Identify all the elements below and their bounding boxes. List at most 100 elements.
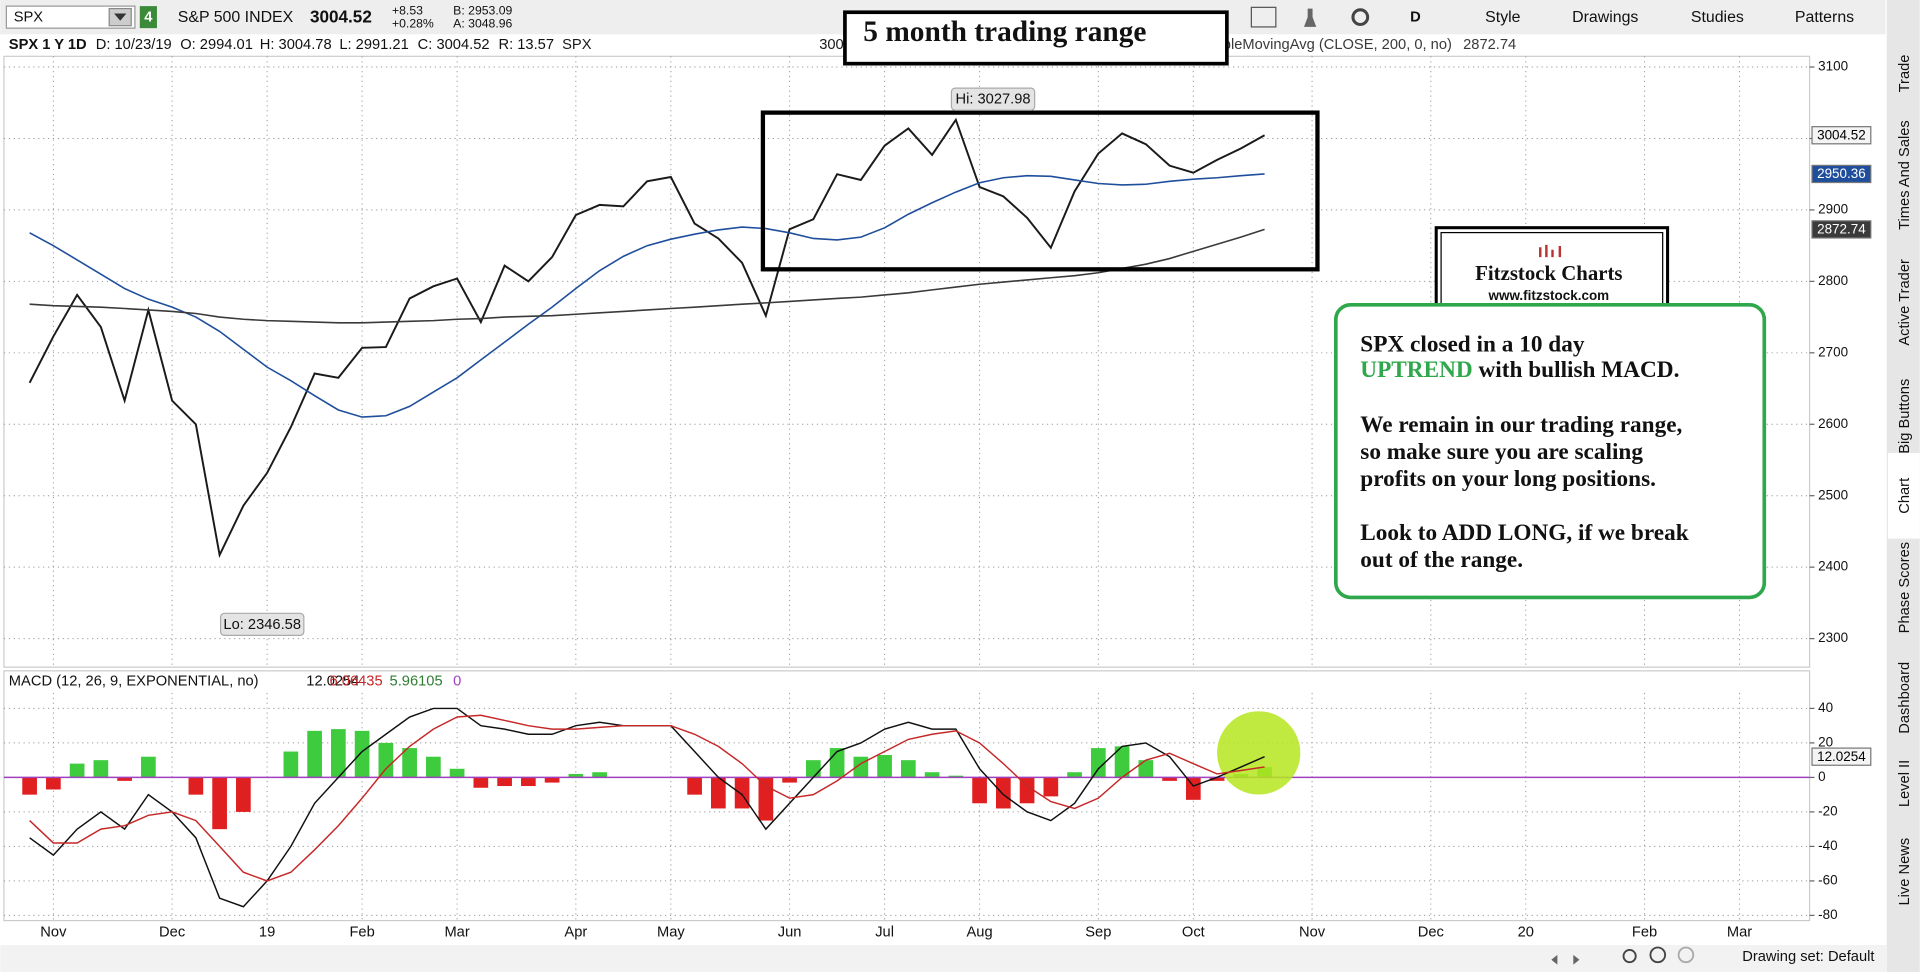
icon-button[interactable] (1351, 8, 1370, 27)
histogram-bar (900, 760, 916, 778)
histogram-bar (1114, 746, 1130, 778)
commentary-line: profits on your long positions. (1360, 466, 1656, 492)
series-line (29, 173, 1265, 418)
sidebar-tab[interactable]: Chart (1897, 478, 1913, 514)
x-tick-label: Aug (967, 925, 993, 941)
footer (0, 945, 1887, 972)
bid: B: 2953.09 (453, 3, 512, 17)
sidebar-tab[interactable]: Phase Scores (1897, 542, 1913, 633)
macd-value: 6.06435 (330, 674, 383, 690)
histogram-bar (521, 777, 536, 787)
histogram-bar (141, 756, 156, 778)
change-pct: +0.28% (392, 17, 434, 31)
toolbar-button[interactable]: Studies (1691, 9, 1744, 26)
histogram-bar (212, 777, 227, 830)
drawing-set[interactable]: Drawing set: Default (1742, 949, 1874, 965)
toolbar-button[interactable]: Style (1485, 9, 1521, 26)
symbol-id: 4 (144, 10, 153, 26)
histogram-bar (805, 760, 821, 778)
x-tick-label: Feb (349, 925, 374, 941)
histogram-bar (117, 777, 132, 781)
toolbar-button[interactable]: Patterns (1795, 9, 1854, 26)
dropdown-arrow (114, 13, 127, 21)
histogram-bar (46, 777, 61, 790)
aggregation[interactable]: D (1410, 10, 1421, 26)
hi-label: Hi: 3027.98 (955, 92, 1030, 108)
ask: A: 3048.96 (453, 17, 512, 31)
x-tick-label: Feb (1632, 925, 1657, 941)
scroll-arrows[interactable] (1551, 954, 1580, 965)
commentary-line: UPTREND with bullish MACD. (1360, 357, 1679, 383)
quote-low: L: 2991.21 (339, 37, 408, 53)
commentary-text: UPTREND (1360, 357, 1472, 383)
histogram-bar (544, 777, 560, 783)
zoom-in[interactable] (1649, 946, 1667, 964)
quote-title: SPX 1 Y 1D (9, 37, 87, 53)
zoom-out[interactable] (1677, 946, 1695, 964)
sidebar-tabs: Trade Times And Sales Active Trader Big But… (1897, 55, 1913, 906)
y-tick-label: -40 (1818, 838, 1837, 853)
y-tick-label: -20 (1818, 803, 1837, 818)
commentary-text: Look to ADD LONG, if we break (1360, 520, 1688, 546)
histogram-bar (568, 773, 584, 778)
x-tick-label: Apr (564, 925, 587, 941)
x-tick-label: Sep (1085, 925, 1111, 941)
series-line (28, 117, 1266, 559)
histogram-bar (93, 760, 109, 778)
series-line (29, 228, 1265, 324)
value-badge-text: 12.0254 (1817, 749, 1866, 764)
y-tick-label: 20 (1818, 734, 1833, 749)
symbol-id-box (139, 6, 157, 29)
x-tick-label: Oct (1182, 925, 1205, 941)
sidebar-tab[interactable]: Big Buttons (1897, 379, 1913, 454)
histogram-bar (711, 777, 726, 809)
commentary-box (1333, 302, 1767, 600)
highlight (1217, 711, 1301, 795)
commentary-text: out of the range. (1360, 547, 1523, 573)
x-tick-label: Mar (444, 925, 469, 941)
sidebar-tab[interactable]: Active Trader (1897, 259, 1913, 346)
sidebar-tab[interactable]: Times And Sales (1897, 120, 1913, 230)
quote-high: H: 3004.78 (260, 37, 332, 53)
y-tick-label: -60 (1818, 872, 1837, 887)
quote-open: O: 2994.01 (180, 37, 253, 53)
quote-close: C: 3004.52 (418, 37, 490, 53)
range-box (760, 110, 1320, 272)
macd-title: MACD (12, 26, 9, EXPONENTIAL, no) (9, 674, 259, 690)
histogram-bar (378, 742, 394, 778)
symbol-input[interactable] (5, 5, 136, 29)
histogram-bar (1090, 748, 1106, 778)
change: +8.53 (392, 3, 423, 17)
histogram-bar (734, 777, 750, 809)
icon-button[interactable] (1250, 6, 1277, 28)
sidebar-tab[interactable]: Live News (1897, 838, 1913, 906)
logo-url: www.fitzstock.com (1488, 288, 1610, 303)
value-badge-text: 2872.74 (1817, 222, 1866, 237)
icon-button[interactable] (1622, 949, 1637, 964)
commentary-text: so make sure you are scaling (1360, 439, 1643, 465)
sidebar-tab[interactable]: Level II (1897, 760, 1913, 807)
logo-title: Fitzstock Charts (1475, 261, 1622, 285)
logo-box (1434, 226, 1670, 318)
sidebar-tab[interactable]: Trade (1897, 55, 1913, 93)
toolbar-button[interactable]: Drawings (1572, 9, 1638, 26)
histogram-bar (592, 772, 607, 778)
commentary-line: SPX closed in a 10 day (1360, 332, 1585, 358)
y-tick-label: 2300 (1818, 630, 1848, 645)
histogram-bar (782, 777, 797, 783)
icon-button[interactable] (1303, 8, 1317, 27)
legend-name: SPX (562, 37, 592, 53)
value-badge (1811, 126, 1872, 145)
commentary-text: SPX closed in a 10 day (1360, 332, 1585, 358)
symbol: SPX (14, 10, 44, 26)
histogram-bar (972, 777, 987, 804)
histogram-bar (924, 772, 940, 778)
sidebar-tab[interactable]: Dashboard (1897, 662, 1913, 734)
histogram-bar (307, 730, 322, 778)
x-tick-label: Jun (778, 925, 802, 941)
value-badge (1811, 220, 1872, 239)
y-tick-label: 3100 (1818, 59, 1848, 74)
macd-value: 0 (453, 674, 461, 690)
